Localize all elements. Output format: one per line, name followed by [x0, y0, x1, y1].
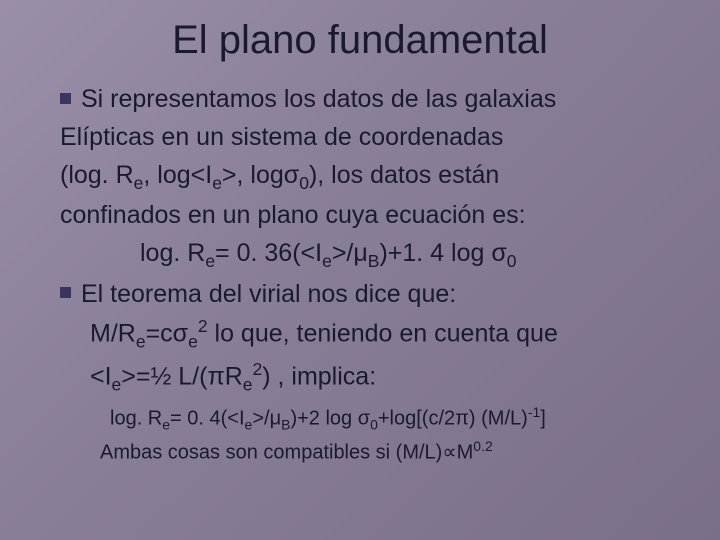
para1-line4: confinados en un plano cuya ecuación es: — [60, 199, 680, 233]
text-frag: M/R — [90, 320, 136, 348]
para2-line2: M/Re=cσe2 lo que, teniendo en cuenta que — [60, 315, 680, 354]
subscript: e — [212, 173, 222, 193]
bullet-marker-icon — [60, 93, 71, 104]
text-frag: lo que, teniendo en cuenta que — [208, 320, 558, 348]
equation-1: log. Re= 0. 36(<Ie>/μB)+1. 4 log σ0 — [60, 237, 680, 274]
text-frag: log. R — [110, 408, 162, 430]
text-frag: log. R — [140, 239, 205, 267]
subscript: e — [243, 375, 253, 395]
para2-line3: <Ie>=½ L/(πRe2) , implica: — [60, 358, 680, 397]
equation-2: log. Re= 0. 4(<Ie>/μB)+2 log σ0+log[(c/2… — [60, 403, 680, 435]
text-frag: , log<I — [143, 161, 212, 189]
slide-title: El plano fundamental — [30, 18, 690, 63]
subscript: e — [136, 332, 146, 352]
bullet-2: El teorema del virial nos dice que: — [60, 278, 680, 312]
subscript: e — [162, 417, 170, 433]
text-frag: = 0. 4(<I — [170, 408, 245, 430]
para1-line2: Elípticas en un sistema de coordenadas — [60, 121, 680, 155]
subscript: 0 — [507, 251, 517, 271]
subscript: e — [322, 251, 332, 271]
text-frag: +log[(c/2π) (M/L) — [378, 408, 528, 430]
text-frag: = 0. 36(<I — [215, 239, 322, 267]
subscript: 0 — [299, 173, 309, 193]
text-frag: (log. R — [60, 161, 134, 189]
superscript: 2 — [198, 316, 208, 336]
para1-line3: (log. Re, log<Ie>, logσ0), los datos est… — [60, 159, 680, 196]
text-frag: >/μ — [252, 408, 281, 430]
final-line: Ambas cosas son compatibles si (M/L)∝M0.… — [60, 437, 680, 467]
subscript: e — [134, 173, 144, 193]
text-frag: )+1. 4 log σ — [379, 239, 506, 267]
subscript: B — [368, 251, 380, 271]
bullet-marker-icon — [60, 287, 71, 298]
superscript: 0.2 — [473, 438, 492, 454]
text-frag: Ambas cosas son compatibles si (M/L)∝M — [100, 442, 473, 464]
subscript: e — [188, 332, 198, 352]
text-frag: >, logσ — [222, 161, 299, 189]
text-frag: )+2 log σ — [290, 408, 370, 430]
superscript: -1 — [528, 404, 540, 420]
text-frag: =cσ — [146, 320, 189, 348]
subscript: 0 — [370, 417, 378, 433]
text-frag: ), los datos están — [309, 161, 499, 189]
bullet-1: Si representamos los datos de las galaxi… — [60, 83, 680, 117]
text-frag: >=½ L/(πR — [121, 363, 242, 391]
superscript: 2 — [253, 359, 263, 379]
para1-line1: Si representamos los datos de las galaxi… — [81, 85, 556, 113]
text-frag: >/μ — [332, 239, 368, 267]
text-frag: ] — [540, 408, 546, 430]
para2-line1: El teorema del virial nos dice que: — [81, 280, 456, 308]
text-frag: <I — [90, 363, 112, 391]
text-frag: ) , implica: — [262, 363, 376, 391]
subscript: e — [205, 251, 215, 271]
slide-body: Si representamos los datos de las galaxi… — [30, 83, 690, 467]
subscript: e — [112, 375, 122, 395]
